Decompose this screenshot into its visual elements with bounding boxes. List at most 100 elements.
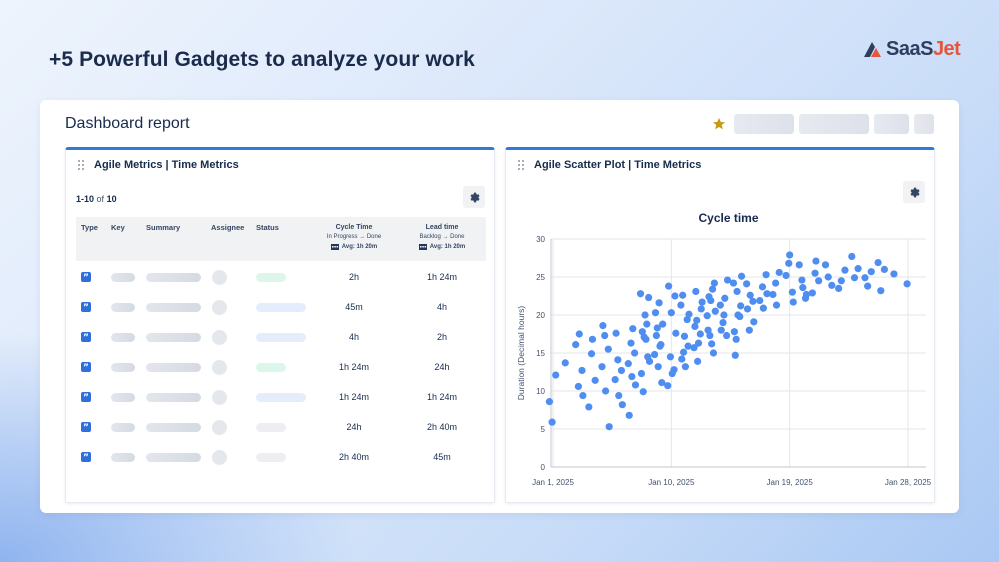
star-icon[interactable] — [712, 117, 726, 131]
data-point — [745, 326, 753, 334]
summary-placeholder[interactable] — [146, 273, 201, 282]
column-header-cycle-time[interactable]: Cycle Time In Progress → Done Avg: 1h 20… — [314, 224, 394, 250]
toolbar-button-placeholder[interactable] — [734, 114, 794, 134]
drag-handle-icon[interactable] — [78, 160, 84, 170]
key-placeholder[interactable] — [111, 303, 135, 312]
key-placeholder[interactable] — [111, 453, 135, 462]
summary-placeholder[interactable] — [146, 453, 201, 462]
table-row[interactable]: ” 24h 2h 40m — [76, 418, 486, 438]
of-text: of — [96, 194, 105, 204]
data-point — [652, 331, 660, 340]
table-row[interactable]: ” 1h 24m 24h — [76, 358, 486, 378]
data-point — [737, 272, 746, 280]
data-point — [545, 398, 553, 406]
table-row[interactable]: ” 4h 2h — [76, 328, 486, 348]
data-point — [611, 376, 619, 384]
key-placeholder[interactable] — [111, 363, 135, 372]
data-point — [643, 320, 651, 328]
data-point — [880, 265, 889, 273]
data-point — [709, 349, 718, 357]
settings-button[interactable] — [463, 186, 485, 208]
data-point — [694, 339, 703, 347]
toolbar-button-placeholder[interactable] — [914, 114, 934, 134]
data-point — [874, 258, 882, 267]
summary-placeholder[interactable] — [146, 423, 201, 432]
summary-placeholder[interactable] — [146, 303, 201, 312]
cycle-time-value: 4h — [348, 332, 359, 342]
data-point — [762, 271, 770, 279]
data-point — [631, 381, 640, 389]
summary-placeholder[interactable] — [146, 333, 201, 342]
cycle-time-average: Avg: 1h 20m — [314, 243, 394, 250]
data-point — [641, 311, 649, 319]
quote-icon: ” — [81, 272, 91, 283]
data-point — [799, 284, 807, 292]
column-header-type[interactable]: Type — [81, 223, 98, 232]
table-row[interactable]: ” 2h 1h 24m — [76, 268, 486, 288]
summary-placeholder[interactable] — [146, 363, 201, 372]
dashboard-title: Dashboard report — [65, 115, 190, 132]
column-header-summary[interactable]: Summary — [146, 223, 181, 232]
avatar — [212, 330, 227, 345]
x-tick-label: Jan 1, 2025 — [532, 478, 574, 487]
quote-icon: ” — [81, 362, 91, 373]
key-placeholder[interactable] — [111, 393, 135, 402]
gadget-title: Agile Metrics | Time Metrics — [94, 159, 239, 171]
scatter-chart: Cycle time 0 5 10 15 20 25 30 Jan 1, 2025 Jan 10,… — [516, 211, 932, 487]
data-point — [703, 312, 711, 320]
data-point — [680, 332, 689, 340]
data-point — [655, 299, 663, 307]
y-axis-label: Duration (Decimal hours) — [516, 306, 526, 401]
data-point — [578, 366, 586, 375]
data-point — [664, 382, 672, 390]
drag-handle-icon[interactable] — [518, 160, 524, 170]
data-point — [599, 322, 607, 330]
data-point — [605, 423, 613, 431]
data-point — [612, 329, 620, 337]
data-point — [705, 293, 713, 301]
data-point — [637, 369, 646, 378]
data-point — [785, 259, 793, 267]
data-point — [867, 268, 875, 276]
table-row[interactable]: ” 1h 24m 1h 24m — [76, 388, 486, 408]
settings-button[interactable] — [903, 181, 925, 203]
y-tick-label: 20 — [536, 311, 545, 320]
data-point — [861, 274, 869, 282]
data-point — [666, 353, 675, 361]
x-tick-label: Jan 28, 2025 — [885, 478, 932, 487]
column-header-assignee[interactable]: Assignee — [211, 223, 245, 232]
data-point — [746, 291, 754, 299]
key-placeholder[interactable] — [111, 423, 135, 432]
saasjet-logo: SaaSJet — [862, 36, 961, 62]
data-point — [694, 357, 702, 365]
data-point — [704, 326, 712, 334]
lead-time-value: 2h 40m — [426, 422, 458, 432]
gear-icon — [909, 187, 920, 197]
column-header-status[interactable]: Status — [256, 223, 279, 232]
cycle-time-average-value: Avg: 1h 20m — [341, 243, 378, 250]
data-point — [782, 271, 790, 280]
data-point — [645, 357, 654, 365]
cycle-time-value: 24h — [346, 422, 362, 432]
summary-placeholder[interactable] — [146, 393, 201, 402]
data-point — [733, 287, 741, 296]
avatar — [212, 450, 227, 465]
data-point — [772, 279, 780, 287]
data-point — [658, 379, 666, 387]
toolbar-button-placeholder[interactable] — [799, 114, 869, 134]
table-row[interactable]: ” 2h 40m 45m — [76, 448, 486, 468]
column-header-key[interactable]: Key — [111, 223, 125, 232]
data-point — [665, 282, 673, 290]
column-header-lead-time[interactable]: Lead time Backlog → Done Avg: 1h 20m — [402, 224, 482, 250]
x-tick-label: Jan 10, 2025 — [648, 478, 695, 487]
key-placeholder[interactable] — [111, 273, 135, 282]
data-point — [730, 328, 738, 336]
data-point — [618, 401, 626, 409]
key-placeholder[interactable] — [111, 333, 135, 342]
table-row[interactable]: ” 45m 4h — [76, 298, 486, 318]
y-tick-label: 15 — [536, 349, 545, 358]
data-point — [769, 290, 777, 299]
data-point — [690, 344, 698, 352]
cycle-time-value: 1h 24m — [338, 362, 370, 372]
toolbar-button-placeholder[interactable] — [874, 114, 909, 134]
